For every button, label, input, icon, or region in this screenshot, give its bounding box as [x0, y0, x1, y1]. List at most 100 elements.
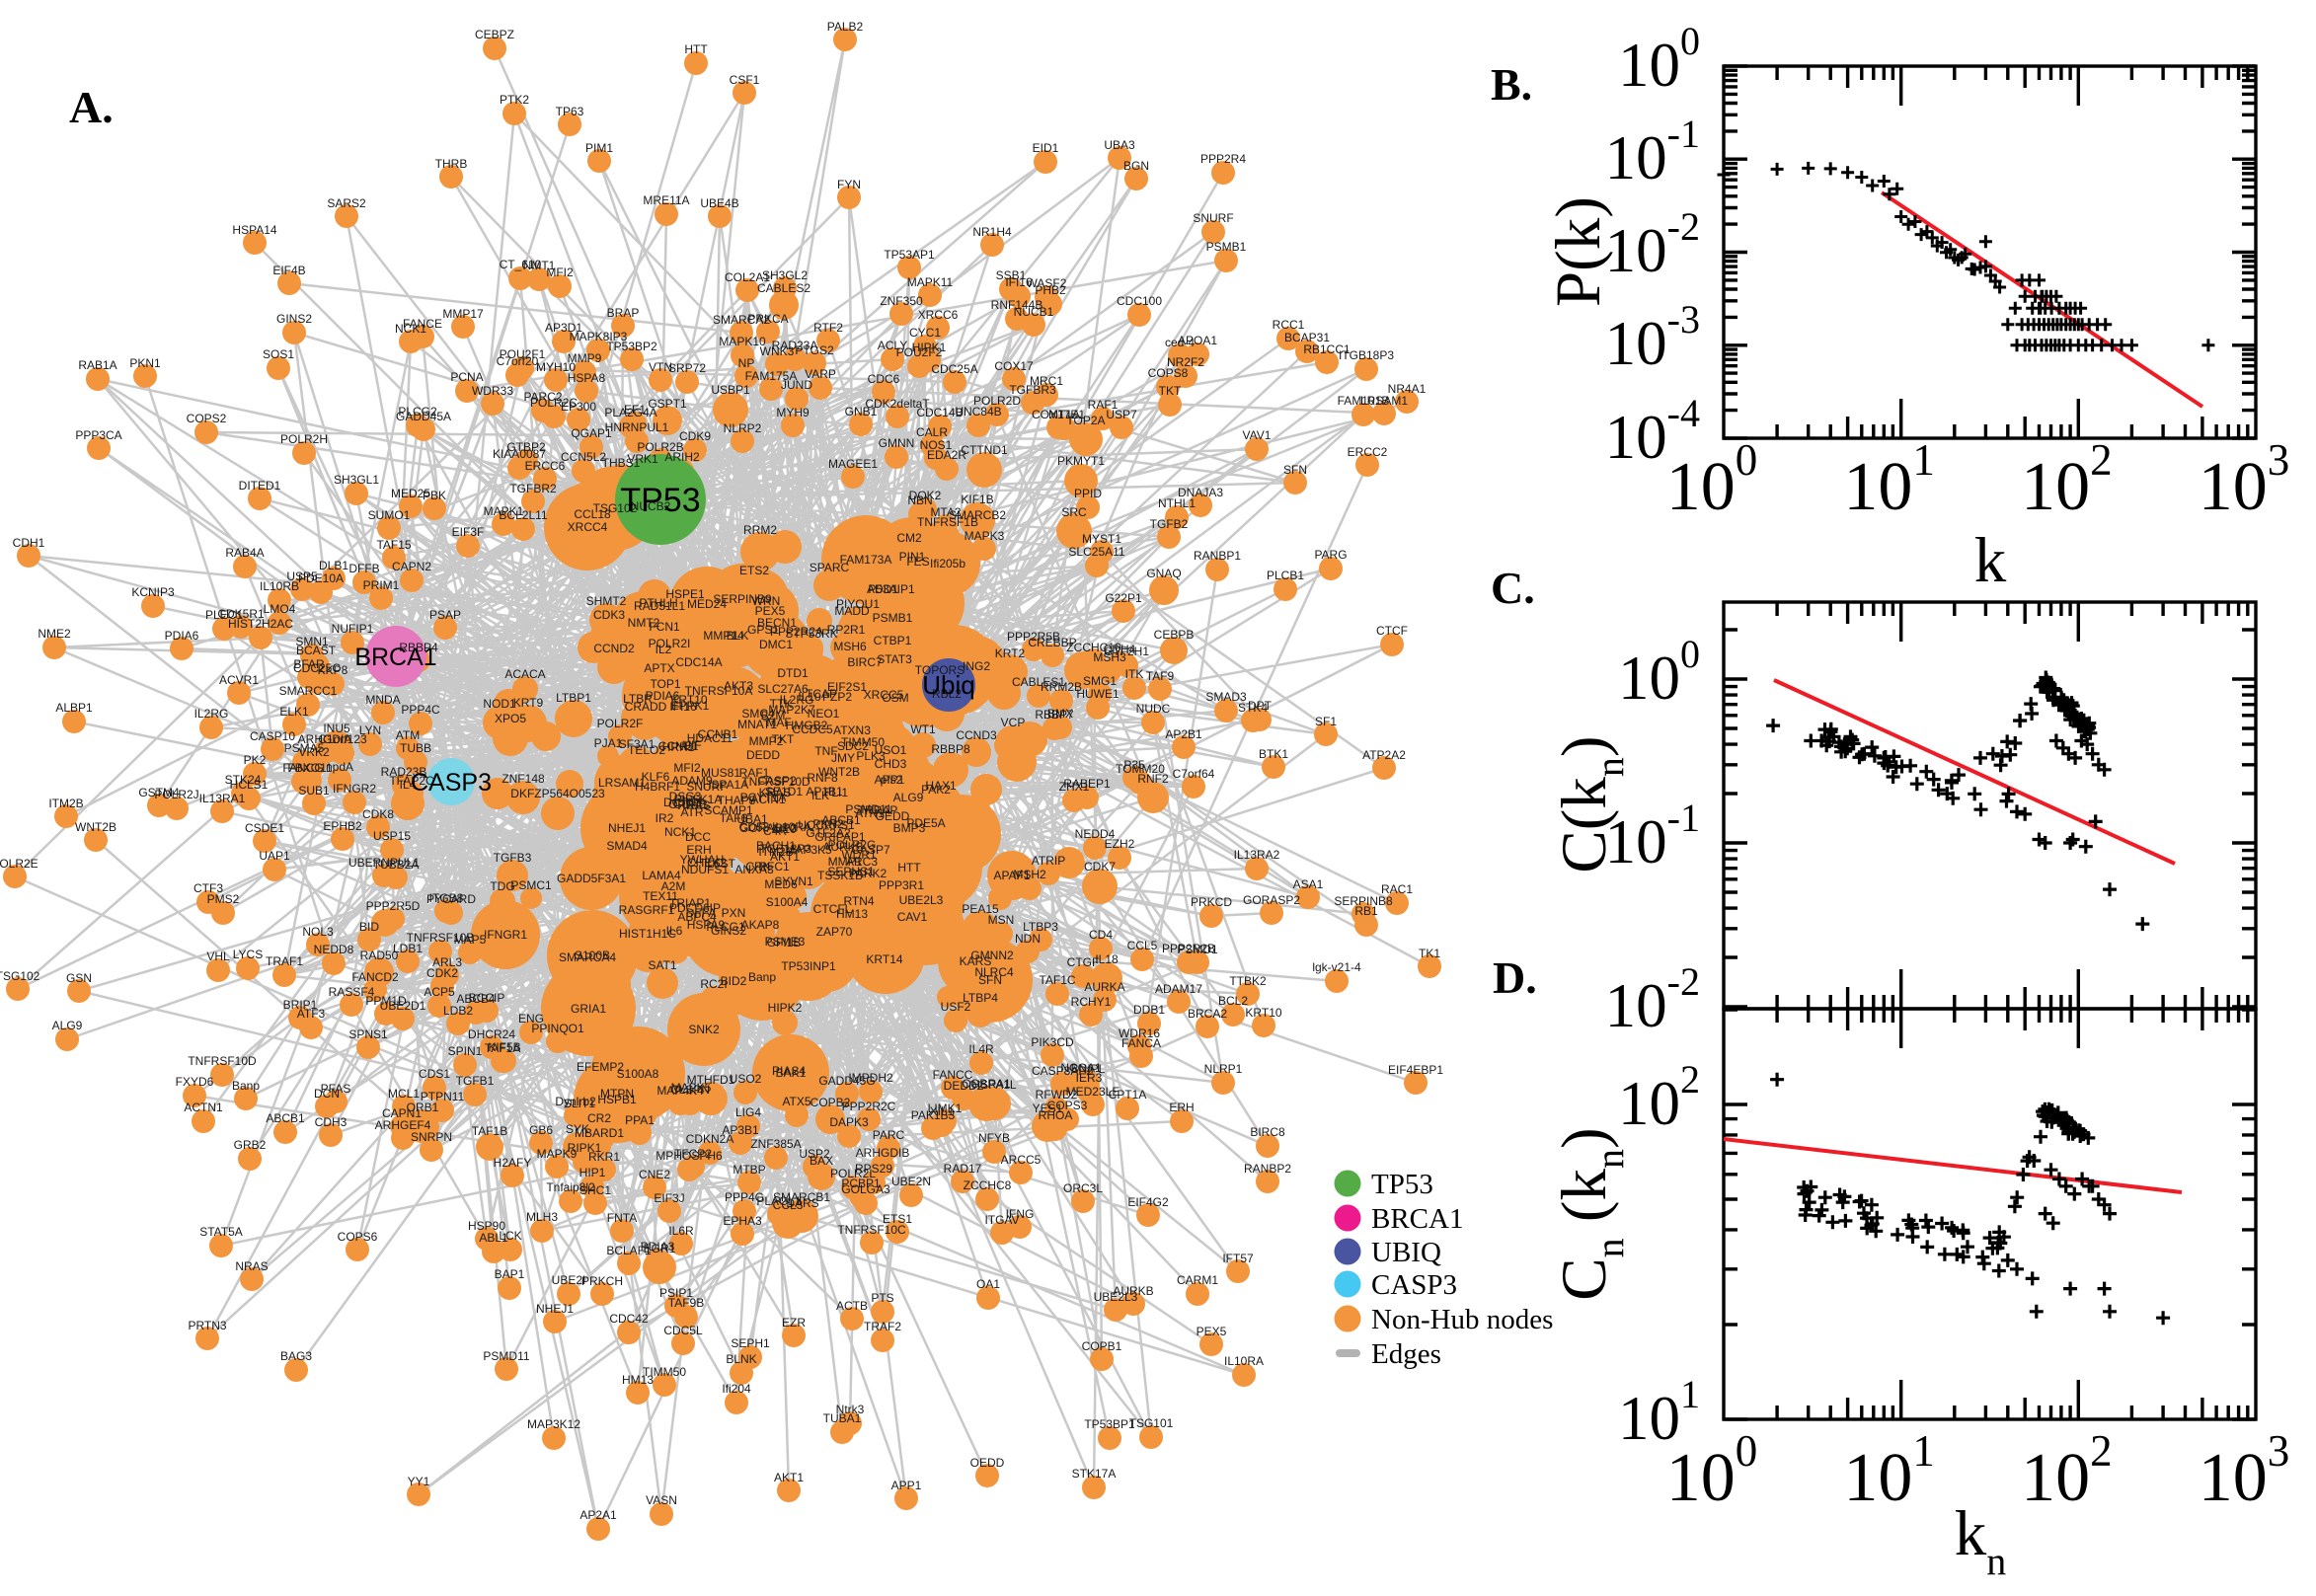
svg-text:NUDC: NUDC [1136, 702, 1171, 716]
svg-text:KCNIP3: KCNIP3 [131, 585, 175, 599]
svg-text:TGFBR3: TGFBR3 [1009, 383, 1056, 397]
svg-text:ETS1: ETS1 [883, 1212, 912, 1226]
svg-text:CDC25C: CDC25C [293, 661, 341, 675]
svg-text:WNT2B: WNT2B [818, 765, 860, 779]
svg-text:Ifi205b: Ifi205b [930, 557, 965, 570]
svg-text:BRCA2: BRCA2 [1188, 1007, 1227, 1021]
svg-text:MAP5: MAP5 [454, 933, 487, 947]
svg-text:MYST1: MYST1 [1082, 532, 1121, 546]
svg-text:THAP8: THAP8 [718, 794, 756, 807]
svg-text:IL10RB: IL10RB [260, 579, 299, 593]
svg-text:ACACA: ACACA [504, 667, 545, 681]
svg-text:SARS2: SARS2 [327, 196, 366, 210]
svg-text:NOD1: NOD1 [483, 697, 516, 711]
svg-text:TAF9B: TAF9B [668, 1296, 704, 1310]
svg-text:XRCC5: XRCC5 [864, 688, 904, 702]
svg-text:TKT: TKT [772, 732, 795, 746]
svg-text:CPT1A: CPT1A [1109, 1088, 1147, 1102]
svg-text:ALBP1: ALBP1 [55, 701, 93, 715]
svg-text:A2M: A2M [661, 879, 686, 893]
svg-text:GB6: GB6 [529, 1123, 553, 1137]
svg-text:NTHL1: NTHL1 [1158, 496, 1196, 510]
svg-text:TP53INP1: TP53INP1 [781, 959, 836, 973]
svg-text:RASSF4: RASSF4 [329, 985, 375, 999]
svg-text:EPPK1: EPPK1 [671, 699, 710, 713]
svg-text:COX17E1: COX17E1 [1032, 408, 1085, 421]
svg-text:CALR: CALR [916, 425, 948, 439]
svg-text:ATF3: ATF3 [297, 1007, 326, 1021]
svg-text:SHMT2: SHMT2 [586, 594, 627, 608]
svg-text:HSPA9: HSPA9 [687, 918, 726, 932]
svg-text:TGFB3: TGFB3 [494, 851, 532, 865]
svg-text:LRSAM1: LRSAM1 [598, 776, 646, 790]
svg-text:DCC: DCC [685, 830, 711, 844]
svg-text:NHEJ1: NHEJ1 [608, 821, 646, 835]
svg-text:CSDE1: CSDE1 [245, 821, 284, 835]
svg-text:SAT1: SAT1 [648, 958, 676, 972]
svg-text:NDN: NDN [1015, 932, 1041, 946]
svg-text:SHC1: SHC1 [579, 1183, 611, 1197]
svg-text:UBE4B: UBE4B [700, 196, 738, 210]
svg-text:CAV1: CAV1 [897, 910, 928, 924]
svg-text:CCDC5: CCDC5 [792, 722, 833, 736]
svg-text:BLNK: BLNK [726, 1352, 756, 1366]
svg-text:TRIAP1: TRIAP1 [669, 896, 711, 910]
svg-text:UBE2N: UBE2N [891, 1175, 931, 1188]
svg-text:TFAP2C: TFAP2C [389, 774, 434, 788]
svg-text:SF3A1: SF3A1 [619, 737, 656, 751]
svg-text:PFAS: PFAS [321, 1082, 351, 1096]
svg-text:TSG102: TSG102 [593, 501, 638, 515]
svg-text:NOL3: NOL3 [302, 925, 334, 939]
svg-text:PSMB1: PSMB1 [1206, 240, 1247, 254]
svg-text:BRAP: BRAP [607, 306, 640, 320]
svg-text:KKP8: KKP8 [318, 663, 348, 677]
svg-text:SCAMP1: SCAMP1 [704, 803, 753, 817]
svg-text:RC2I: RC2I [700, 977, 727, 991]
svg-text:KRT9: KRT9 [513, 696, 544, 710]
svg-text:CSF1: CSF1 [730, 73, 760, 87]
svg-text:RAF1: RAF1 [1088, 398, 1119, 412]
svg-text:CEBPZ: CEBPZ [475, 28, 514, 41]
svg-text:JMY: JMY [831, 751, 855, 765]
svg-text:UBIQ: UBIQ [1371, 1237, 1441, 1268]
svg-text:XPO5: XPO5 [495, 712, 526, 725]
svg-text:LTBP1: LTBP1 [556, 691, 591, 705]
svg-text:COPE: COPE [673, 798, 707, 811]
svg-text:HDAC11: HDAC11 [687, 731, 733, 745]
svg-text:KIF5B: KIF5B [488, 1040, 520, 1054]
svg-text:MFI2: MFI2 [673, 761, 701, 775]
svg-text:RNF144B: RNF144B [991, 298, 1043, 312]
svg-text:USO2: USO2 [730, 1072, 762, 1086]
svg-text:CDK7: CDK7 [1084, 860, 1116, 874]
svg-text:SNRPN: SNRPN [411, 1130, 452, 1144]
svg-text:ABCB1: ABCB1 [821, 813, 861, 827]
svg-text:SF1: SF1 [1315, 715, 1337, 728]
svg-text:SMARCC1: SMARCC1 [279, 684, 338, 698]
svg-text:RPS29: RPS29 [855, 1162, 892, 1176]
svg-text:BMP3: BMP3 [893, 821, 926, 835]
svg-text:EZH2: EZH2 [1105, 837, 1135, 851]
svg-text:RB1CC1: RB1CC1 [1303, 342, 1351, 356]
svg-text:TGFB1: TGFB1 [456, 1074, 495, 1088]
svg-text:AURKB: AURKB [822, 840, 863, 854]
svg-text:PJA1: PJA1 [594, 736, 623, 750]
svg-text:UBA1: UBA1 [736, 812, 768, 826]
svg-text:TGFBR2: TGFBR2 [509, 482, 557, 495]
svg-text:DARS: DARS [786, 1196, 818, 1210]
svg-text:PLK3: PLK3 [856, 749, 886, 763]
svg-text:MAGEE1: MAGEE1 [828, 457, 878, 471]
svg-text:TAF9: TAF9 [1146, 669, 1175, 683]
svg-text:H2AFY: H2AFY [494, 1156, 532, 1170]
svg-text:KRT14: KRT14 [866, 952, 902, 966]
svg-text:PPA1: PPA1 [625, 1113, 655, 1127]
svg-text:WNK3: WNK3 [760, 344, 795, 358]
svg-text:CCL18: CCL18 [574, 507, 611, 521]
svg-text:LDB1: LDB1 [393, 942, 423, 955]
svg-text:PARC: PARC [873, 1128, 905, 1142]
svg-text:EPHB2: EPHB2 [323, 819, 362, 833]
svg-text:UAP1: UAP1 [259, 849, 290, 863]
svg-text:CDC14A: CDC14A [675, 655, 722, 669]
svg-text:ITGB8: ITGB8 [429, 891, 464, 905]
svg-text:CASP8AP2: CASP8AP2 [1032, 1064, 1093, 1078]
svg-text:MPHOSPH6: MPHOSPH6 [656, 1149, 723, 1163]
